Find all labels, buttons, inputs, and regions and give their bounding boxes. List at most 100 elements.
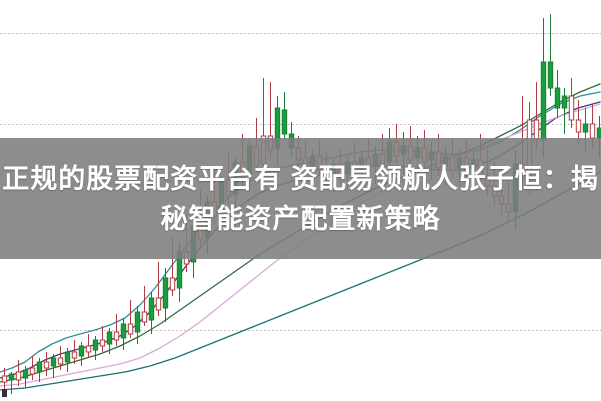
- candle-body: [239, 161, 246, 179]
- candle-body: [526, 119, 533, 177]
- candlestick: [547, 14, 554, 96]
- candlestick: [36, 358, 43, 382]
- candle-body: [260, 135, 267, 165]
- cursor-artifact: [2, 389, 7, 397]
- candle-body: [134, 311, 141, 333]
- candlestick: [22, 366, 29, 388]
- candlestick: [148, 292, 155, 334]
- candle-body: [99, 339, 106, 347]
- candle-body: [582, 123, 589, 133]
- candle-body: [484, 175, 491, 187]
- candle-body: [274, 107, 281, 149]
- candle-body: [288, 133, 295, 149]
- candle-body: [344, 161, 351, 175]
- candle-body: [169, 277, 176, 291]
- candle-body: [554, 87, 561, 109]
- candle-body: [365, 157, 372, 169]
- candle-body: [176, 251, 183, 289]
- candlestick: [1, 368, 8, 392]
- candle-body: [113, 331, 120, 341]
- candle-body: [246, 145, 253, 177]
- candle-body: [400, 145, 407, 155]
- candle-body: [190, 225, 197, 263]
- candle-body: [78, 345, 85, 357]
- candle-body: [57, 357, 64, 365]
- candle-body: [589, 123, 596, 139]
- candle-body: [309, 155, 316, 167]
- candlestick: [134, 306, 141, 344]
- candle-body: [421, 147, 428, 163]
- candle-body: [43, 361, 50, 369]
- candle-body: [428, 151, 435, 161]
- candle-body: [204, 201, 211, 239]
- candlestick: [120, 318, 127, 350]
- candlestick: [57, 346, 64, 370]
- candlestick: [71, 340, 78, 364]
- candle-body: [435, 151, 442, 169]
- candlestick: [78, 342, 85, 366]
- candlestick: [99, 326, 106, 352]
- candle-body: [106, 331, 113, 345]
- candle-body: [372, 153, 379, 167]
- chart-gridlines: [0, 33, 601, 331]
- candle-body: [225, 179, 232, 197]
- candle-body: [50, 357, 57, 367]
- candle-body: [22, 369, 29, 379]
- candle-body: [267, 135, 274, 151]
- candlestick: [568, 78, 575, 128]
- candlestick: [92, 336, 99, 360]
- candlestick: [162, 268, 169, 322]
- candle-body: [561, 95, 568, 109]
- candlestick: [141, 286, 148, 326]
- candle-body: [92, 339, 99, 351]
- candle-body: [316, 155, 323, 171]
- candlestick: [561, 88, 568, 134]
- candle-body: [414, 147, 421, 159]
- candle-body: [71, 351, 78, 359]
- candle-body: [477, 159, 484, 177]
- candlestick: [281, 92, 288, 140]
- candle-body: [449, 155, 456, 171]
- candlestick: [113, 314, 120, 346]
- candle-body: [120, 323, 127, 339]
- candlestick: [15, 360, 22, 386]
- candle-body: [85, 345, 92, 353]
- candle-body: [512, 163, 519, 213]
- candlestick: [575, 100, 582, 144]
- candle-body: [470, 159, 477, 171]
- candle-body: [533, 119, 540, 141]
- candle-body: [596, 127, 601, 139]
- candle-body: [498, 195, 505, 205]
- candlestick: [50, 354, 57, 378]
- candlestick: [64, 348, 71, 372]
- candle-body: [232, 161, 239, 195]
- candlestick: [29, 356, 36, 380]
- candle-body: [505, 203, 512, 213]
- candle-body: [1, 375, 8, 383]
- candle-body: [141, 311, 148, 323]
- candle-body: [162, 277, 169, 309]
- candle-body: [183, 251, 190, 265]
- candle-body: [358, 157, 365, 171]
- candle-body: [197, 225, 204, 241]
- candle-body: [281, 109, 288, 135]
- candlestick: [85, 334, 92, 358]
- candlestick: [155, 262, 162, 316]
- candle-body: [36, 361, 43, 373]
- candle-body: [456, 157, 463, 169]
- candle-body: [330, 163, 337, 177]
- candle-body: [351, 161, 358, 173]
- candlestick: [43, 352, 50, 376]
- candle-body: [386, 141, 393, 163]
- candle-body: [547, 61, 554, 89]
- candle-body: [218, 179, 225, 215]
- candle-body: [15, 371, 22, 381]
- candle-body: [575, 119, 582, 133]
- candlestick: [8, 372, 15, 394]
- candle-body: [393, 141, 400, 157]
- candlestick: [127, 300, 134, 338]
- candle-body: [568, 95, 575, 121]
